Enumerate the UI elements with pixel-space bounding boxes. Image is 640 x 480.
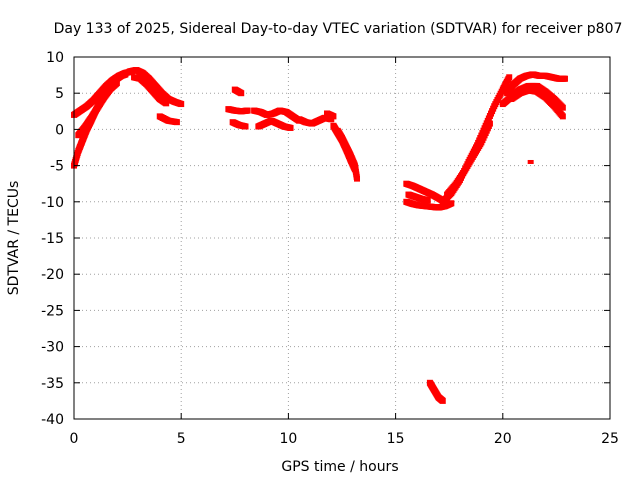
series-arc-g	[231, 86, 245, 97]
data-point	[424, 197, 431, 204]
series-arc-f	[156, 113, 180, 126]
series-arc-e	[131, 74, 170, 107]
data-point	[173, 119, 180, 126]
series-arc-h	[225, 106, 251, 115]
y-tick-label: 0	[55, 122, 64, 138]
y-tick-label: -40	[41, 412, 64, 428]
data-point	[448, 200, 455, 207]
series-arc-j	[251, 107, 303, 124]
y-tick-label: -30	[41, 340, 64, 356]
y-tick-label: -15	[41, 231, 64, 247]
series-arc-k	[255, 117, 294, 131]
series-arc-y	[527, 159, 534, 164]
y-axis-label: SDTVAR / TECUs	[6, 181, 22, 296]
data-point	[439, 397, 446, 404]
series-arc-i	[229, 119, 249, 130]
data-point	[561, 75, 568, 82]
data-point	[486, 120, 493, 127]
x-tick-label: 0	[70, 431, 79, 447]
y-tick-label: -20	[41, 267, 64, 283]
series-arc-v	[504, 71, 568, 97]
y-tick-label: -25	[41, 303, 64, 319]
y-tick-label: 10	[46, 50, 64, 66]
data-point	[113, 80, 120, 87]
data-point	[238, 90, 245, 97]
y-tick-label: 5	[55, 86, 64, 102]
series-arc-m	[323, 110, 337, 120]
data-point	[354, 175, 361, 182]
data-point	[287, 124, 294, 131]
x-axis-label: GPS time / hours	[281, 459, 398, 475]
data-points	[71, 67, 568, 404]
x-tick-label: 15	[387, 431, 405, 447]
data-point	[559, 113, 566, 120]
y-tick-label: -35	[41, 376, 64, 392]
data-point	[559, 104, 566, 111]
x-tick-label: 5	[177, 431, 186, 447]
series-arc-u	[444, 120, 493, 198]
series-arc-s	[426, 379, 446, 404]
series-arc-d	[126, 67, 185, 108]
data-point	[163, 100, 170, 107]
series-arc-l	[296, 114, 335, 127]
y-tick-label: -5	[50, 159, 64, 175]
series-arc-r	[405, 191, 431, 204]
y-tick-label: -10	[41, 195, 64, 211]
data-point	[506, 74, 513, 81]
data-point	[527, 159, 534, 164]
data-point	[244, 107, 251, 114]
y-tick-labels: 10 5 0 -5 -10 -15 -20 -25 -30 -35 -40	[41, 50, 64, 428]
grid-lines	[74, 57, 610, 419]
data-point	[242, 123, 249, 130]
x-tick-labels: 0 5 10 15 20 25	[70, 431, 619, 447]
series-arc-c	[75, 80, 120, 139]
data-point	[178, 101, 185, 108]
series-arc-q	[403, 198, 455, 211]
x-tick-label: 20	[494, 431, 512, 447]
axis-ticks	[73, 56, 611, 420]
chart-title: Day 133 of 2025, Sidereal Day-to-day VTE…	[54, 21, 623, 37]
series-arc-x	[508, 87, 566, 120]
data-point	[330, 113, 337, 120]
x-tick-label: 10	[279, 431, 297, 447]
x-tick-label: 25	[601, 431, 619, 447]
series-arc-o	[334, 127, 361, 182]
